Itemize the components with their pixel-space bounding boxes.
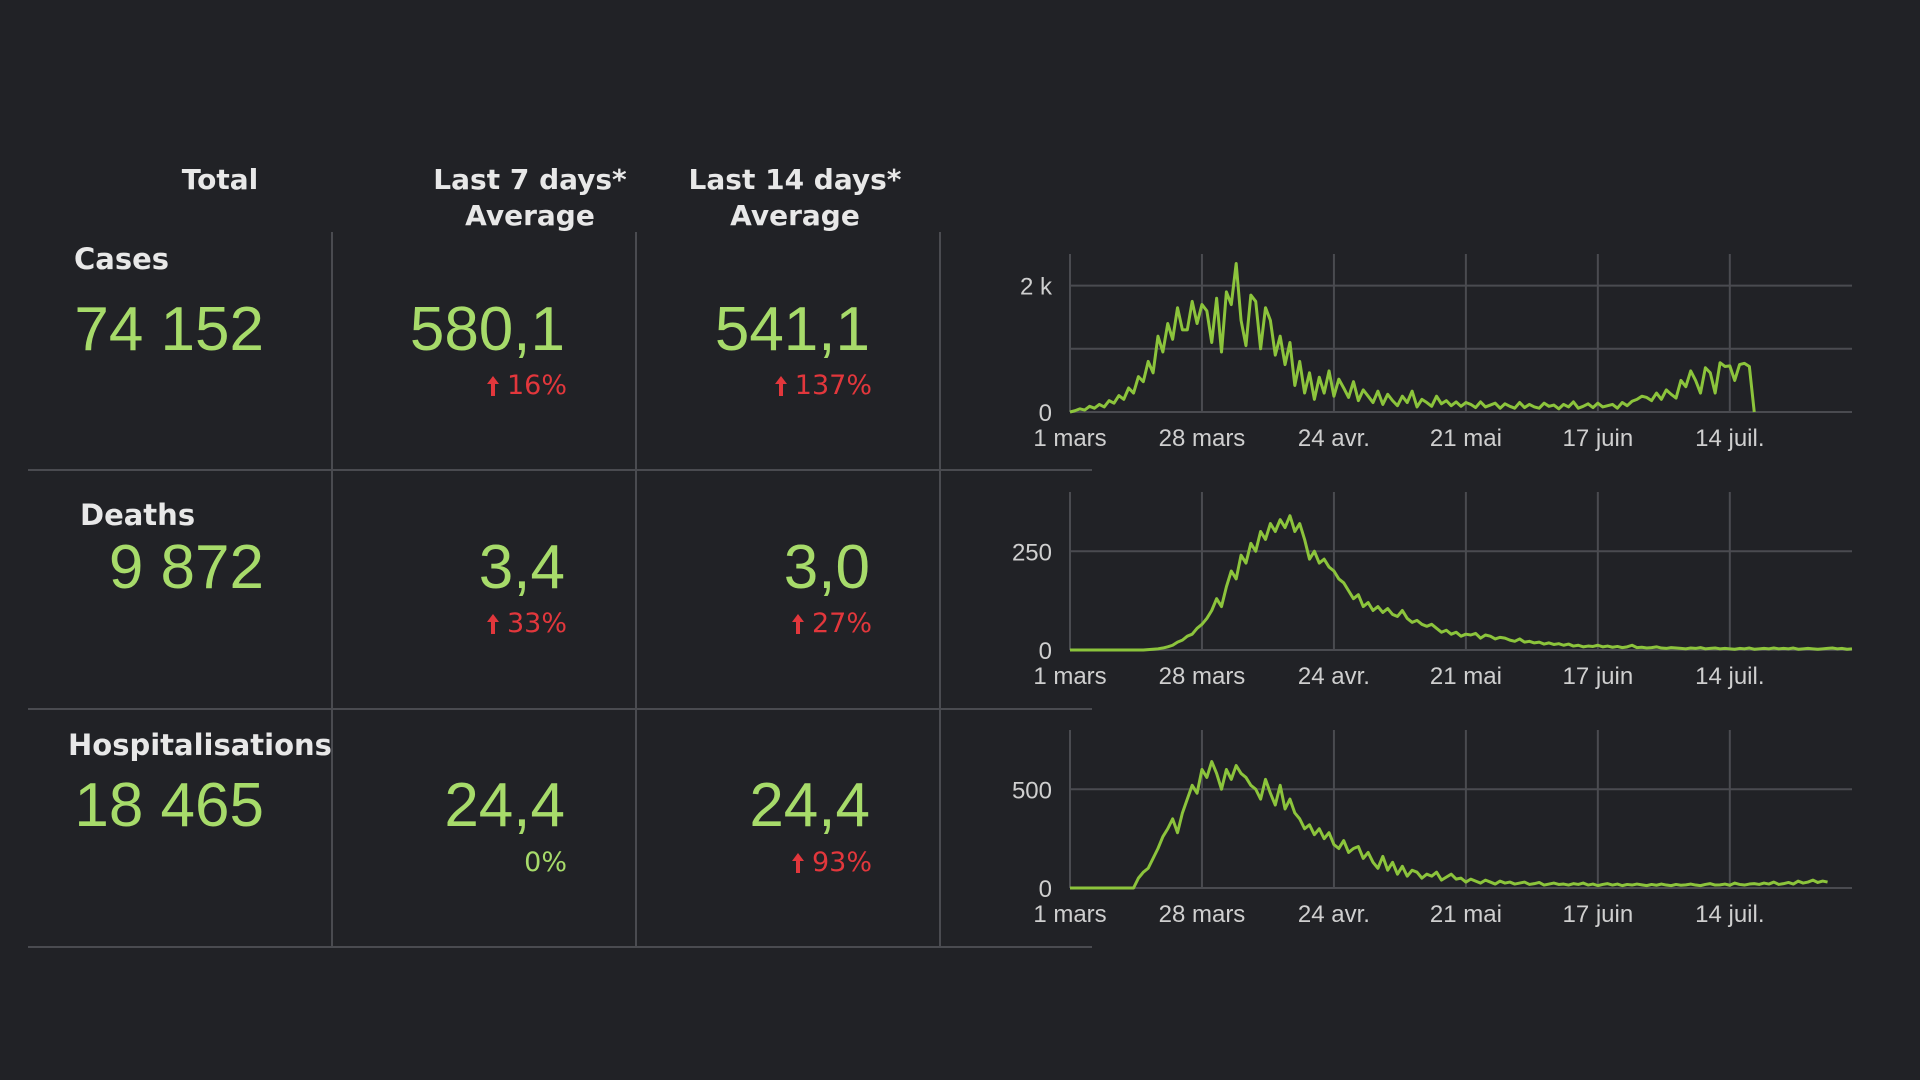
cases-avg7-value: 580,1: [409, 295, 565, 364]
deaths-avg7-change: 33%: [367, 608, 567, 640]
x-tick-label: 21 mai: [1430, 901, 1502, 928]
cases-chart-svg: 0 2 k 1 mars 28 mars 24 avr. 21 mai 17 juin 14 …: [1020, 254, 1852, 452]
header-last14: Last 14 days* Average: [675, 162, 915, 234]
x-tick-label: 1 mars: [1033, 425, 1106, 452]
hospitalisations-avg7-change: 0%: [367, 847, 567, 879]
deaths-avg14-change-label: 27%: [811, 608, 872, 639]
row-divider-2: [28, 708, 1092, 710]
header-last7: Last 7 days* Average: [390, 162, 670, 234]
column-divider-2: [635, 232, 637, 948]
header-last14-line2: Average: [730, 199, 860, 232]
header-last14-line1: Last 14 days*: [688, 163, 902, 196]
hospitalisations-avg7-value: 24,4: [444, 771, 565, 840]
column-divider-3: [939, 232, 941, 948]
hospitalisations-avg7-change-label: 0%: [524, 847, 567, 878]
series-line-deaths: [1070, 514, 1853, 652]
x-tick-label: 17 juin: [1562, 901, 1633, 928]
y-tick-label: 2 k: [1020, 274, 1053, 301]
x-tick-label: 24 avr.: [1298, 901, 1370, 928]
x-tick-label: 28 mars: [1159, 425, 1246, 452]
y-tick-label: 0: [1039, 638, 1052, 665]
x-tick-label: 21 mai: [1430, 663, 1502, 690]
arrow-up-icon: [791, 614, 804, 634]
row-divider-3: [28, 946, 1092, 948]
x-tick-label: 14 juil.: [1695, 901, 1764, 928]
x-tick-label: 14 juil.: [1695, 663, 1764, 690]
hospitalisations-avg14-value: 24,4: [749, 771, 870, 840]
header-total: Total: [120, 162, 320, 198]
header-total-label: Total: [181, 163, 259, 196]
column-divider-1: [331, 232, 333, 948]
x-tick-label: 28 mars: [1159, 901, 1246, 928]
row-label-deaths: Deaths: [80, 498, 196, 532]
cases-avg14-change-label: 137%: [794, 370, 872, 401]
x-tick-label: 28 mars: [1159, 663, 1246, 690]
deaths-total-value: 9 872: [108, 533, 264, 602]
x-tick-label: 14 juil.: [1695, 425, 1764, 452]
series-line-hospitalisations: [1070, 760, 1828, 890]
x-tick-label: 17 juin: [1562, 425, 1633, 452]
arrow-up-icon: [486, 614, 499, 634]
hospitalisations-avg14-change: 93%: [672, 847, 872, 879]
hospitalisations-avg14-change-label: 93%: [811, 847, 872, 878]
cases-avg7-change: 16%: [367, 370, 567, 402]
series-line-cases: [1069, 261, 1756, 414]
header-last7-line2: Average: [465, 199, 595, 232]
x-tick-label: 17 juin: [1562, 663, 1633, 690]
deaths-avg14-value: 3,0: [783, 533, 870, 602]
cases-avg7-change-label: 16%: [506, 370, 567, 401]
cases-total-value: 74 152: [74, 295, 264, 364]
x-tick-label: 21 mai: [1430, 425, 1502, 452]
x-tick-label: 24 avr.: [1298, 425, 1370, 452]
deaths-chart: 0 250 1 mars 28 mars 24 avr. 21 mai 17 juin 14 …: [990, 478, 1870, 698]
hospitalisations-chart: 0 500 1 mars 28 mars 24 avr. 21 mai 17 juin 14 …: [990, 716, 1870, 936]
y-tick-label: 0: [1039, 400, 1052, 427]
arrow-up-icon: [486, 376, 499, 396]
deaths-avg7-change-label: 33%: [506, 608, 567, 639]
arrow-up-icon: [791, 853, 804, 873]
y-tick-label: 250: [1012, 539, 1052, 566]
row-label-cases: Cases: [74, 242, 170, 276]
hospitalisations-chart-svg: 0 500 1 mars 28 mars 24 avr. 21 mai 17 juin 14 …: [1012, 730, 1852, 928]
cases-chart: 0 2 k 1 mars 28 mars 24 avr. 21 mai 17 juin 14 …: [990, 240, 1870, 460]
x-tick-label: 1 mars: [1033, 663, 1106, 690]
cases-avg14-value: 541,1: [714, 295, 870, 364]
arrow-up-icon: [774, 376, 787, 396]
row-label-hospitalisations: Hospitalisations: [68, 728, 332, 762]
y-tick-label: 0: [1039, 876, 1052, 903]
deaths-avg7-value: 3,4: [478, 533, 565, 602]
hospitalisations-total-value: 18 465: [74, 771, 264, 840]
header-last7-line1: Last 7 days*: [433, 163, 627, 196]
deaths-avg14-change: 27%: [672, 608, 872, 640]
y-tick-label: 500: [1012, 777, 1052, 804]
x-tick-label: 1 mars: [1033, 901, 1106, 928]
row-divider-1: [28, 469, 1092, 471]
x-tick-label: 24 avr.: [1298, 663, 1370, 690]
deaths-chart-svg: 0 250 1 mars 28 mars 24 avr. 21 mai 17 juin 14 …: [1012, 492, 1853, 690]
cases-avg14-change: 137%: [672, 370, 872, 402]
